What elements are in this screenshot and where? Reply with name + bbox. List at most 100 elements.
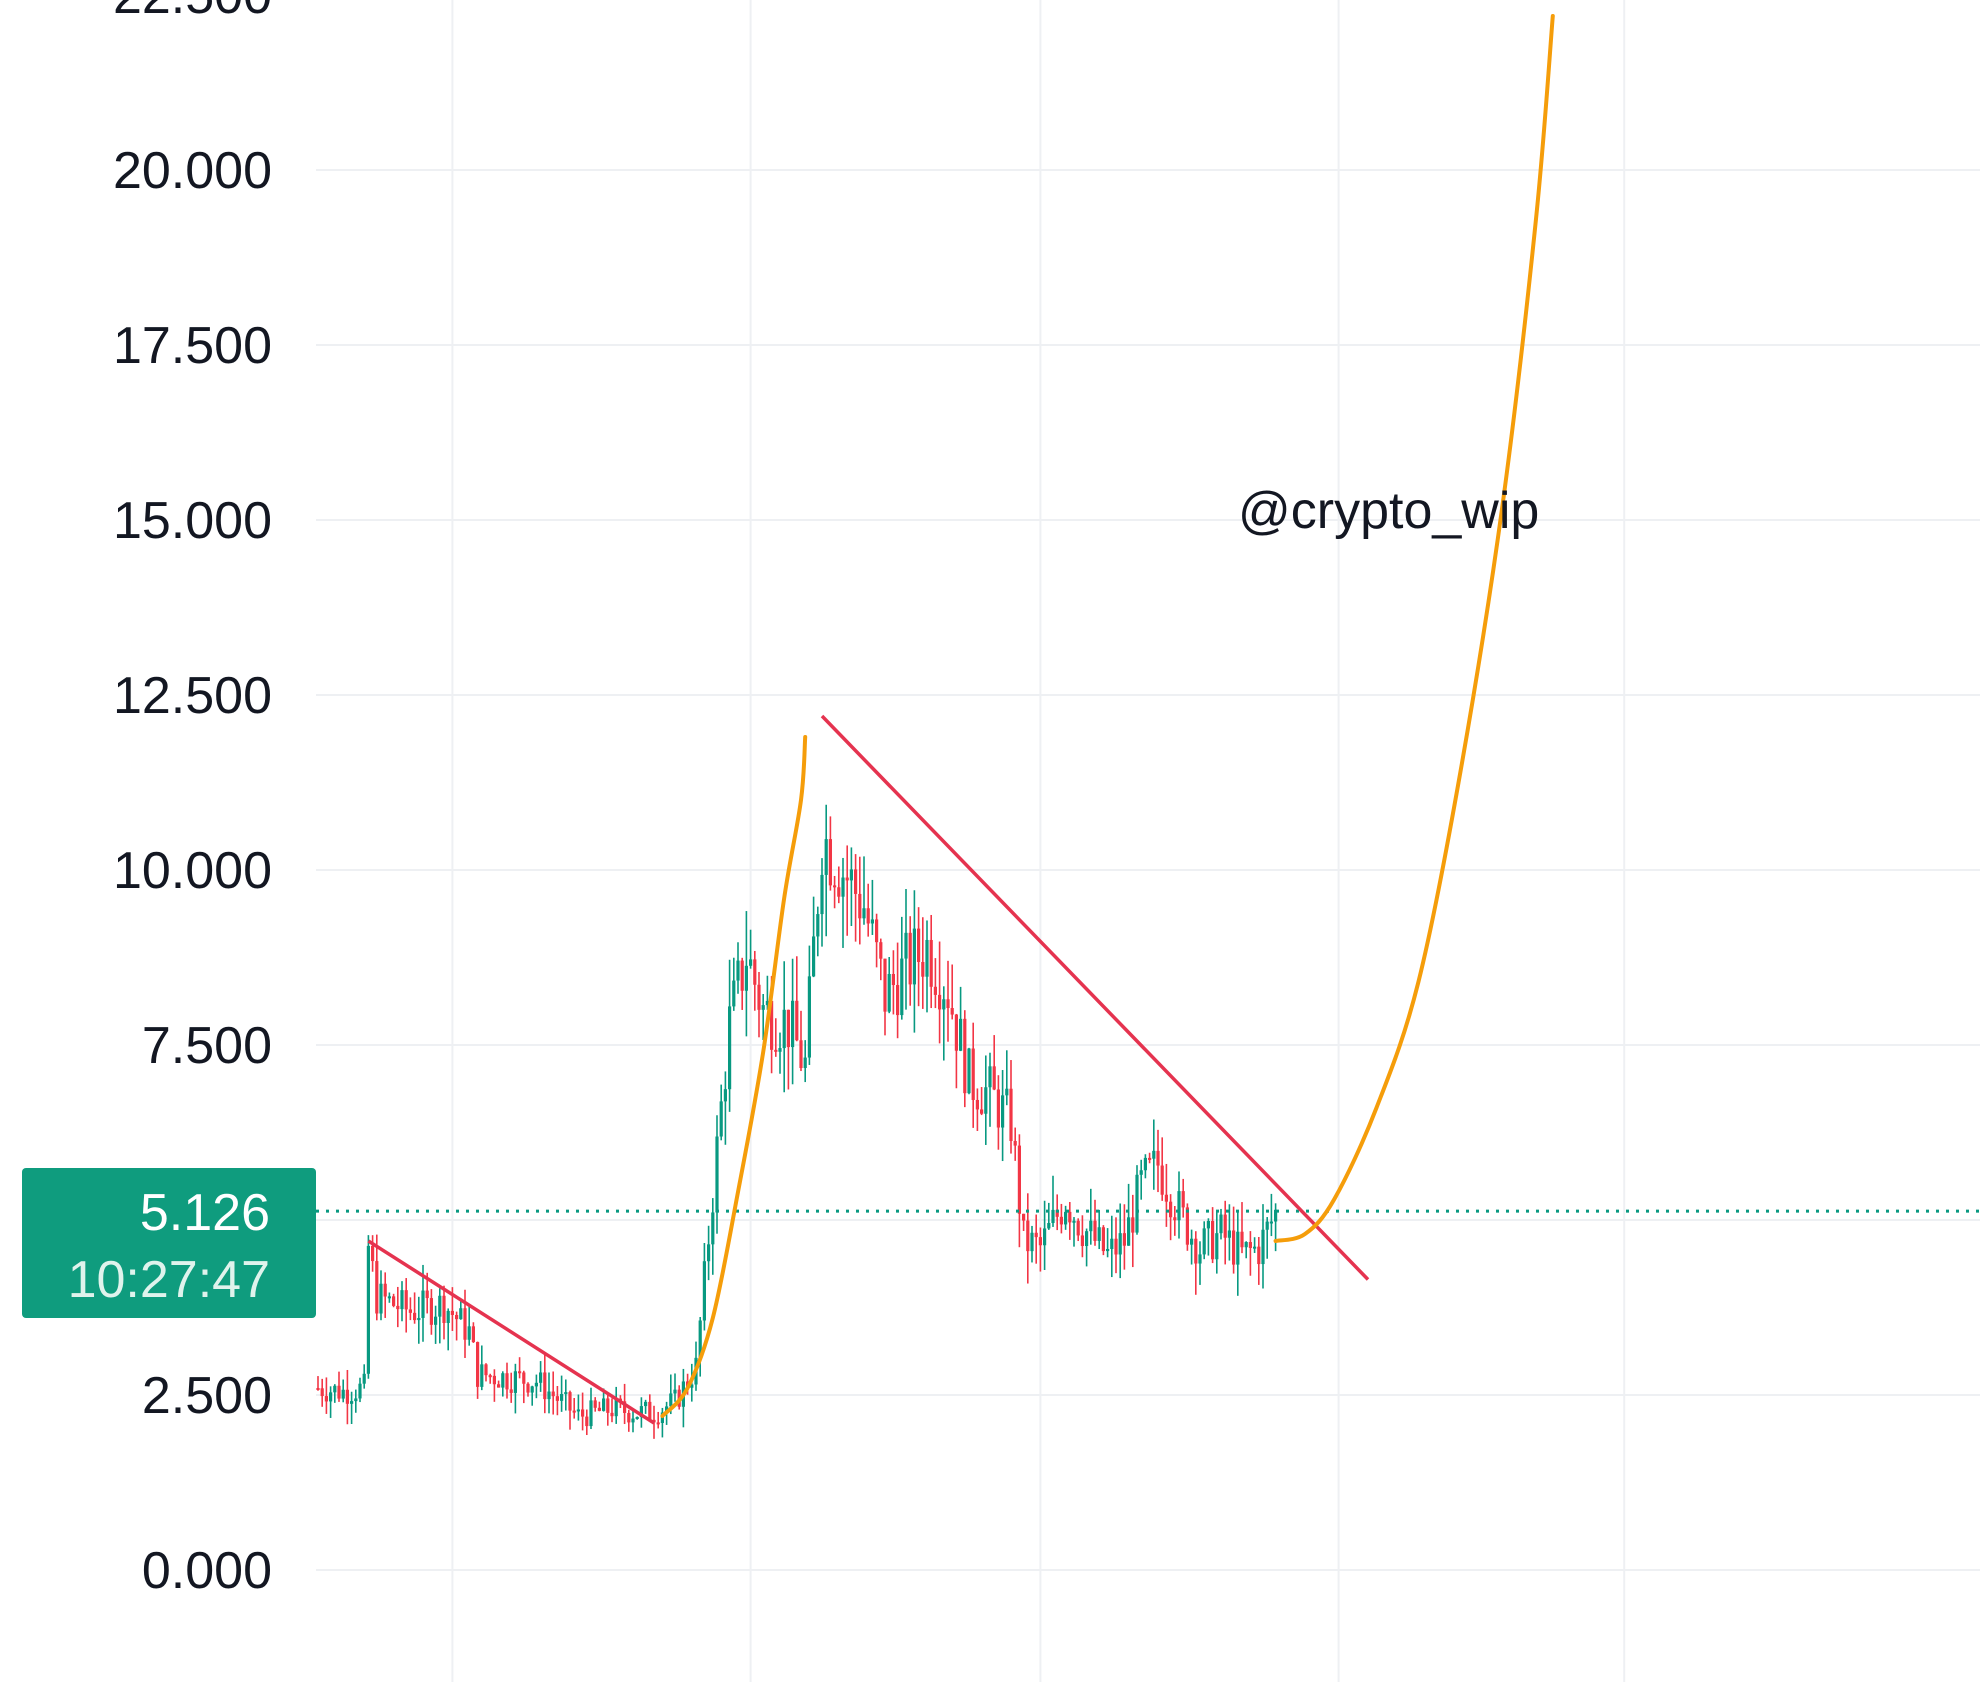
candle-body bbox=[547, 1391, 551, 1400]
candle-body bbox=[484, 1364, 488, 1376]
candle-body bbox=[522, 1372, 526, 1384]
candle-body bbox=[1269, 1221, 1273, 1224]
candle-body bbox=[1026, 1220, 1030, 1252]
candle-body bbox=[648, 1401, 652, 1420]
candle-body bbox=[799, 1040, 803, 1069]
candle-body bbox=[471, 1326, 475, 1343]
current-price-tag-background bbox=[22, 1168, 316, 1318]
candle-body bbox=[1169, 1201, 1173, 1218]
candle-body bbox=[967, 1048, 971, 1094]
candle-body bbox=[975, 1099, 979, 1110]
candle-body bbox=[1211, 1221, 1215, 1260]
y-tick-label: 0.000 bbox=[142, 1542, 272, 1600]
candle-body bbox=[492, 1375, 496, 1385]
candle-body bbox=[1005, 1088, 1009, 1096]
candle-body bbox=[564, 1392, 568, 1395]
candle-body bbox=[425, 1290, 429, 1299]
candle-body bbox=[337, 1385, 341, 1399]
candle-body bbox=[980, 1109, 984, 1114]
candle-body bbox=[803, 1057, 807, 1069]
candle-body bbox=[429, 1298, 433, 1325]
candle-body bbox=[350, 1401, 354, 1404]
candle-body bbox=[602, 1398, 606, 1411]
candle-body bbox=[656, 1422, 660, 1425]
candle-body bbox=[1236, 1231, 1240, 1265]
candle-body bbox=[509, 1389, 513, 1393]
candle-body bbox=[1064, 1211, 1068, 1225]
candle-body bbox=[807, 976, 811, 1058]
candle-body bbox=[728, 1006, 732, 1090]
candle-body bbox=[954, 1014, 958, 1051]
candle-body bbox=[392, 1296, 396, 1306]
candle-body bbox=[1085, 1231, 1089, 1247]
candle-body bbox=[1093, 1220, 1097, 1241]
candle-body bbox=[1009, 1088, 1013, 1141]
candle-body bbox=[912, 928, 916, 985]
candle-body bbox=[858, 893, 862, 919]
candle-body bbox=[866, 908, 870, 924]
candle-body bbox=[476, 1342, 480, 1387]
candle-body bbox=[740, 960, 744, 991]
candle-body bbox=[942, 999, 946, 1010]
candle-body bbox=[1106, 1248, 1110, 1252]
candle-body bbox=[1265, 1221, 1269, 1230]
y-tick-label: 22.500 bbox=[113, 0, 272, 25]
candle-body bbox=[1076, 1220, 1080, 1236]
y-axis: 0.000 2.500 7.500 10.000 12.500 15.000 17.500 2… bbox=[113, 0, 272, 1600]
candle-body bbox=[841, 877, 845, 897]
current-price-label: 5.126 bbox=[140, 1184, 270, 1242]
candle-body bbox=[992, 1066, 996, 1090]
candle-body bbox=[1253, 1246, 1257, 1249]
candle-body bbox=[988, 1066, 992, 1088]
candle-body bbox=[1030, 1232, 1034, 1252]
candle-body bbox=[501, 1373, 505, 1388]
candle-body bbox=[795, 1000, 799, 1041]
candle-body bbox=[1181, 1191, 1185, 1208]
candle-body bbox=[324, 1396, 328, 1402]
candle-body bbox=[854, 869, 858, 894]
candle-body bbox=[1001, 1095, 1005, 1128]
candle-body bbox=[434, 1316, 438, 1325]
candle-body bbox=[1240, 1231, 1244, 1248]
candle-body bbox=[1122, 1233, 1126, 1246]
candle-body bbox=[488, 1375, 492, 1378]
candle-body bbox=[816, 914, 820, 937]
candle-body bbox=[1135, 1174, 1139, 1233]
candle-body bbox=[555, 1396, 559, 1401]
candle-body bbox=[744, 965, 748, 991]
candle-body bbox=[891, 973, 895, 986]
candle-body bbox=[921, 961, 925, 977]
candle-body bbox=[1194, 1238, 1198, 1264]
candle-body bbox=[568, 1392, 572, 1411]
candle-body bbox=[1148, 1157, 1152, 1160]
candle-body bbox=[749, 959, 753, 966]
candle-body bbox=[1022, 1213, 1026, 1221]
candle-body bbox=[581, 1409, 585, 1417]
candle-body bbox=[463, 1308, 467, 1340]
candle-body bbox=[702, 1261, 706, 1321]
candle-body bbox=[455, 1314, 459, 1320]
candle-body bbox=[883, 958, 887, 1012]
candle-body bbox=[1164, 1194, 1168, 1202]
candle-body bbox=[719, 1101, 723, 1137]
candle-body bbox=[1043, 1228, 1047, 1246]
candle-body bbox=[589, 1400, 593, 1427]
candle-body bbox=[870, 919, 874, 924]
y-tick-label: 2.500 bbox=[142, 1367, 272, 1425]
candle-body bbox=[820, 874, 824, 915]
candle-body bbox=[387, 1296, 391, 1299]
candle-body bbox=[707, 1244, 711, 1262]
y-tick-label: 10.000 bbox=[113, 842, 272, 900]
candle-body bbox=[1215, 1233, 1219, 1260]
candle-body bbox=[354, 1398, 358, 1402]
candle-body bbox=[1017, 1145, 1021, 1214]
candle-body bbox=[396, 1305, 400, 1310]
candle-body bbox=[938, 994, 942, 1010]
candle-body bbox=[896, 985, 900, 1016]
candle-body bbox=[824, 839, 828, 875]
candle-body bbox=[757, 984, 761, 1010]
candle-body bbox=[442, 1295, 446, 1323]
candle-body bbox=[627, 1412, 631, 1423]
candle-body bbox=[996, 1089, 1000, 1128]
